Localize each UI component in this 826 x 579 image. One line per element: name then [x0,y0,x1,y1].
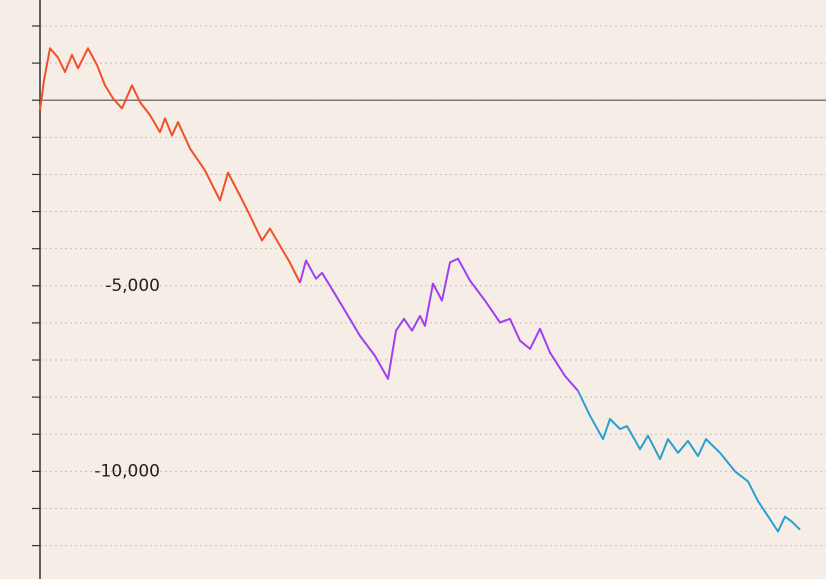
line-series [577,390,801,533]
y-tick-label: -10,000 [94,461,160,481]
y-tick-label: -5,000 [105,276,160,296]
line-series [299,257,579,392]
line-series [39,47,301,284]
